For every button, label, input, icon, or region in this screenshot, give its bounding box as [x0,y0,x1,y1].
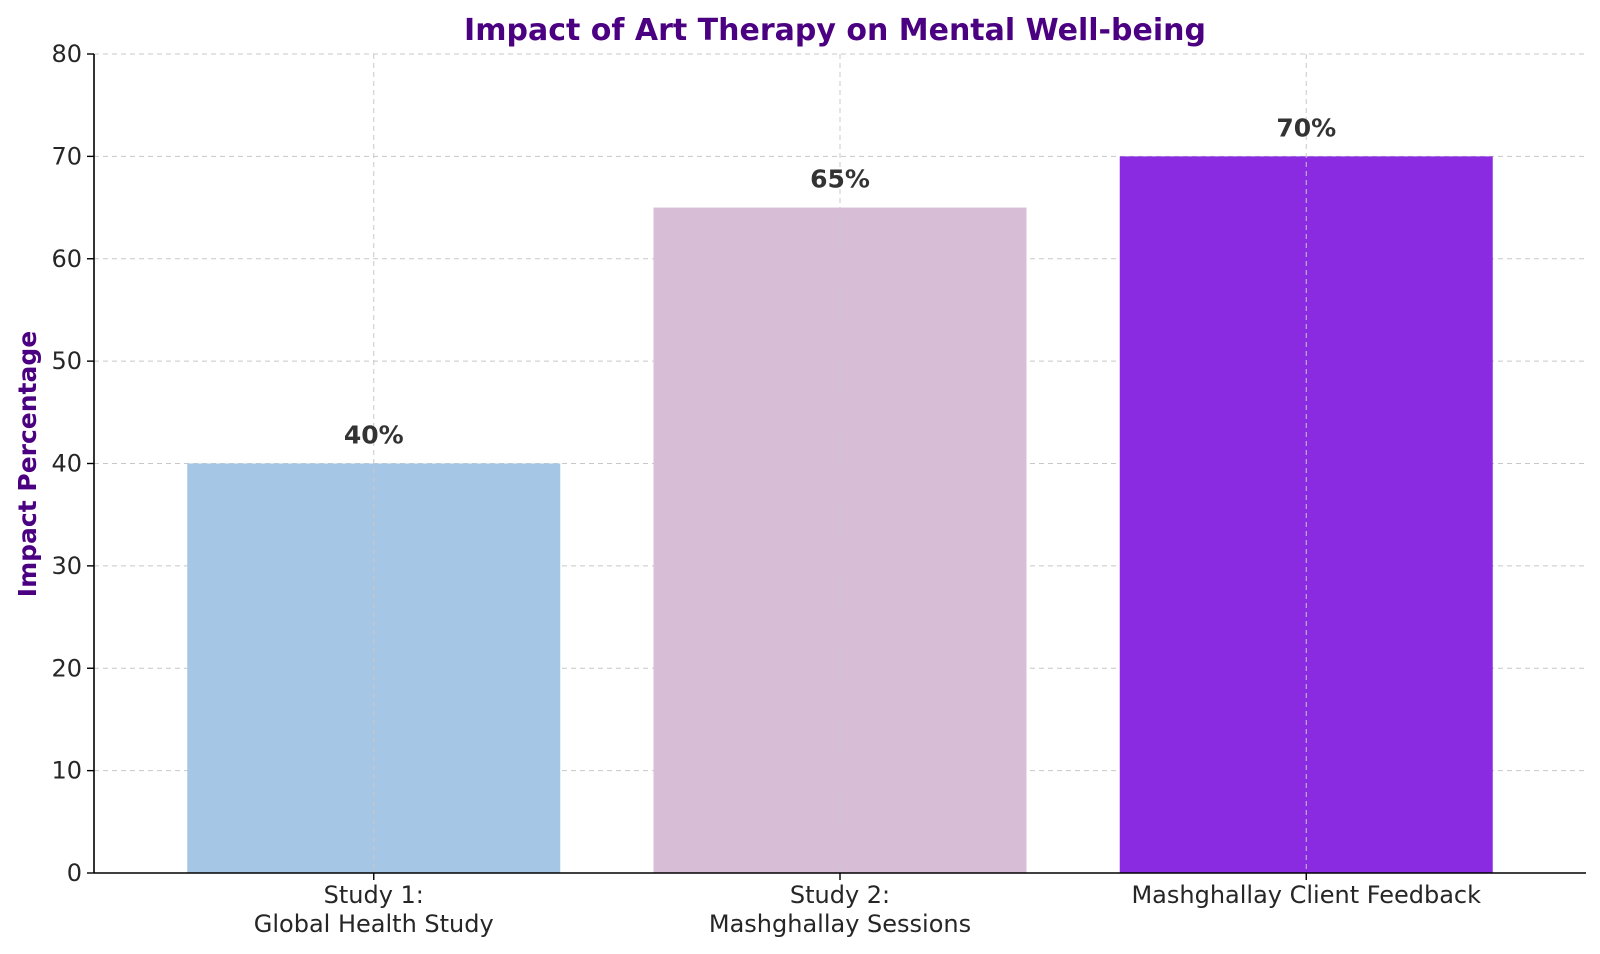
vertical-gridlines [373,54,1307,873]
y-tick-label: 30 [51,552,82,580]
y-tick-label: 20 [51,654,82,682]
y-tick-label: 10 [51,757,82,785]
y-axis-ticks: 0 10 20 30 40 50 60 70 80 [51,40,94,887]
y-tick-label: 40 [51,450,82,478]
bar-value-label: 70% [1276,113,1336,142]
chart-title: Impact of Art Therapy on Mental Well-bei… [464,13,1206,48]
bar-value-label: 65% [810,165,870,194]
y-tick-label: 60 [51,245,82,273]
x-tick-label-line: Mashghallay Sessions [709,910,971,938]
x-tick-label-line: Mashghallay Client Feedback [1131,881,1481,909]
x-tick-label: Study 2: Mashghallay Sessions [709,881,971,938]
y-tick-label: 70 [51,142,82,170]
y-tick-label: 0 [67,859,82,887]
x-tick-label: Mashghallay Client Feedback [1131,881,1481,909]
bar-value-label: 40% [344,421,404,450]
x-tick-label-line: Study 2: [790,881,890,909]
value-labels: 40% 65% 70% [344,113,1336,449]
y-axis-label: Impact Percentage [13,331,42,597]
y-tick-label: 50 [51,347,82,375]
x-tick-label-line: Global Health Study [254,910,494,938]
x-tick-label-line: Study 1: [324,881,424,909]
y-tick-label: 80 [51,40,82,68]
x-tick-label: Study 1: Global Health Study [254,881,494,938]
